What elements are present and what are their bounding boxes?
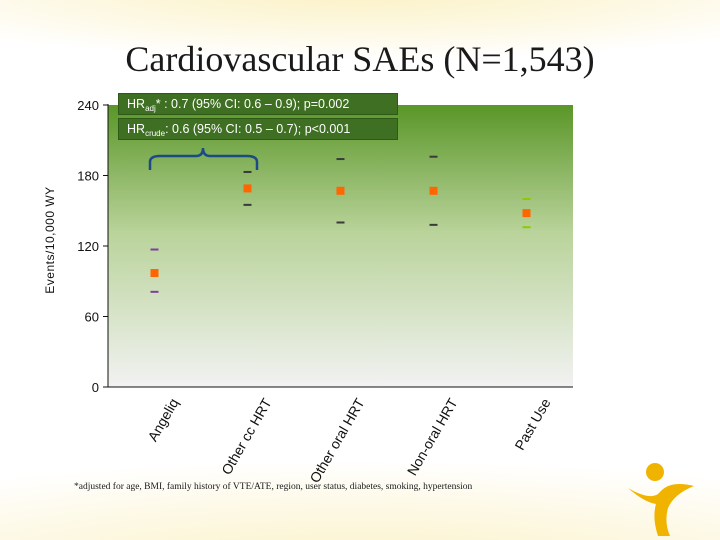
x-tick-label: Non-oral HRT xyxy=(404,395,461,478)
page-title: Cardiovascular SAEs (N=1,543) xyxy=(125,39,595,79)
x-tick-label: Past Use xyxy=(511,395,553,452)
hr-adjusted-text: * : 0.7 (95% CI: 0.6 – 0.9); p=0.002 xyxy=(155,97,350,111)
hr-crude-prefix: HR xyxy=(127,122,146,136)
y-tick-label: 240 xyxy=(77,98,99,113)
x-tick-label: Other cc HRT xyxy=(218,395,275,477)
hr-adjusted-sub: adj xyxy=(145,104,156,113)
comparison-brace xyxy=(148,147,259,170)
hr-crude-text: : 0.6 (95% CI: 0.5 – 0.7); p<0.001 xyxy=(165,122,351,136)
footnote: *adjusted for age, BMI, family history o… xyxy=(74,482,473,492)
y-tick-label: 180 xyxy=(77,169,99,184)
y-tick-label: 60 xyxy=(85,310,99,325)
y-tick-label: 120 xyxy=(77,239,99,254)
estimate-point xyxy=(522,209,531,218)
header-swoosh xyxy=(0,0,720,60)
estimate-point xyxy=(150,269,159,278)
y-axis-label: Events/10,000 WY xyxy=(43,186,57,294)
company-logo xyxy=(628,463,694,536)
hr-adjusted-prefix: HR xyxy=(127,97,146,111)
plot-area xyxy=(108,105,573,387)
logo-head xyxy=(646,463,664,481)
hr-crude-box: HRcrude: 0.6 (95% CI: 0.5 – 0.7); p<0.00… xyxy=(118,118,398,140)
estimate-point xyxy=(429,186,438,195)
footer-swoosh xyxy=(0,430,720,540)
hr-crude-sub: crude xyxy=(145,129,166,138)
logo-body xyxy=(628,484,694,536)
y-tick-label: 0 xyxy=(92,380,99,395)
estimate-point xyxy=(336,186,345,195)
x-tick-label: Other oral HRT xyxy=(306,395,367,485)
x-tick-label: Angeliq xyxy=(144,396,181,444)
estimate-point xyxy=(243,184,252,193)
hr-adjusted-box: HRadj* : 0.7 (95% CI: 0.6 – 0.9); p=0.00… xyxy=(118,93,398,115)
